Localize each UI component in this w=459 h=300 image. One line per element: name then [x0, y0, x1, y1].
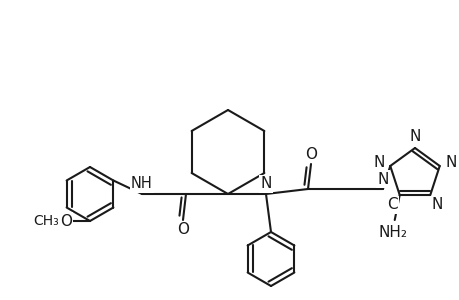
Text: N: N [376, 172, 388, 187]
Text: NH: NH [131, 176, 152, 191]
Text: O: O [60, 214, 72, 229]
Text: O: O [304, 146, 316, 161]
Text: O: O [177, 223, 189, 238]
Text: C: C [386, 197, 397, 212]
Text: N: N [444, 155, 456, 170]
Text: N: N [409, 128, 420, 143]
Text: NH₂: NH₂ [377, 224, 406, 239]
Text: N: N [260, 176, 271, 191]
Text: N: N [372, 155, 384, 170]
Text: CH₃: CH₃ [33, 214, 59, 228]
Text: N: N [431, 197, 442, 212]
